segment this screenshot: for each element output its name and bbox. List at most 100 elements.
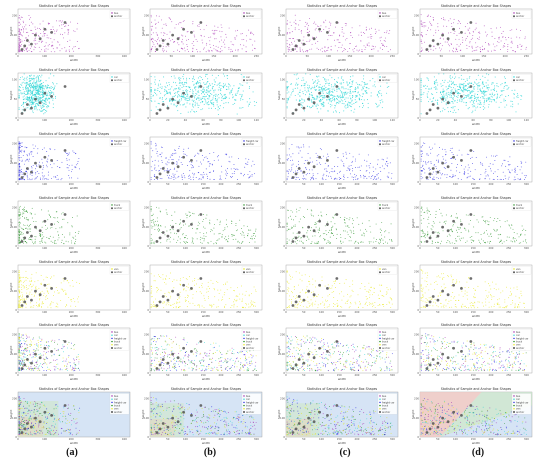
data-point-bus bbox=[330, 45, 332, 47]
data-point-freight-car bbox=[353, 176, 355, 178]
data-point-car bbox=[150, 99, 152, 102]
data-point-freight-car bbox=[68, 169, 70, 171]
data-point-bus bbox=[492, 43, 494, 45]
data-point-bus bbox=[299, 47, 301, 49]
anchor-point bbox=[30, 234, 33, 238]
data-point-car bbox=[327, 110, 329, 112]
data-point-truck bbox=[231, 233, 232, 235]
data-point-bus bbox=[31, 51, 33, 53]
data-point-car bbox=[31, 78, 33, 80]
data-point-freight-car bbox=[445, 151, 447, 153]
data-point-truck bbox=[155, 224, 157, 226]
data-point-car bbox=[452, 97, 454, 99]
data-point-car bbox=[454, 84, 456, 86]
data-point-car bbox=[444, 90, 446, 92]
data-point-car bbox=[517, 96, 519, 98]
data-point-bus bbox=[188, 51, 189, 52]
data-point-truck bbox=[23, 213, 25, 215]
data-point-bus bbox=[467, 35, 468, 37]
data-point-car bbox=[29, 80, 31, 82]
data-point-freight-car bbox=[56, 166, 58, 167]
data-point-freight-car bbox=[173, 179, 175, 180]
data-point-car bbox=[183, 97, 185, 99]
data-point-car bbox=[193, 99, 195, 101]
data-point-freight-car bbox=[295, 165, 297, 167]
data-point-car bbox=[216, 101, 218, 103]
data-point-car bbox=[231, 88, 234, 90]
data-point-car bbox=[150, 86, 152, 89]
data-point-freight-car bbox=[377, 173, 379, 175]
x-axis-label: width bbox=[202, 58, 210, 62]
data-point-freight-car bbox=[324, 162, 326, 164]
data-point-truck bbox=[170, 236, 171, 238]
data-point-car bbox=[323, 97, 325, 99]
data-point-car bbox=[380, 85, 382, 87]
data-point-car bbox=[513, 93, 515, 95]
data-point-car bbox=[164, 94, 166, 96]
data-point-car bbox=[366, 87, 368, 89]
panel-title: Statistics of Sample and Anchor Box Shap… bbox=[171, 4, 242, 8]
panel-title: Statistics of Sample and Anchor Box Shap… bbox=[441, 4, 512, 8]
legend-label: freight car bbox=[114, 140, 126, 143]
data-point-car bbox=[337, 95, 339, 97]
data-point-bus bbox=[460, 43, 461, 45]
data-point-car bbox=[186, 93, 188, 95]
data-point-car bbox=[337, 88, 339, 90]
data-point-bus bbox=[494, 46, 496, 48]
data-point-freight-car bbox=[20, 172, 22, 174]
x-tick-label: 250 bbox=[236, 182, 241, 186]
data-point-truck bbox=[293, 237, 295, 239]
data-point-car bbox=[315, 105, 317, 108]
data-point-car bbox=[420, 99, 422, 101]
data-point-bus bbox=[420, 41, 422, 43]
x-axis-label: width bbox=[472, 58, 480, 62]
data-point-truck bbox=[329, 236, 331, 238]
data-point-freight-car bbox=[18, 173, 20, 175]
data-point-car bbox=[329, 91, 331, 93]
data-point-bus bbox=[491, 35, 493, 37]
legend-label: anchor bbox=[382, 15, 390, 18]
data-point-car bbox=[30, 97, 32, 99]
data-point-car bbox=[26, 98, 28, 100]
y-tick-label: 200 bbox=[280, 142, 285, 146]
data-point-car bbox=[386, 86, 388, 88]
data-point-car bbox=[198, 104, 200, 106]
data-point-truck bbox=[20, 222, 22, 224]
data-point-car bbox=[380, 93, 382, 95]
data-point-freight-car bbox=[23, 150, 25, 152]
anchor-point bbox=[63, 21, 67, 24]
data-point-truck bbox=[213, 243, 215, 245]
anchor-point bbox=[38, 229, 42, 233]
data-point-freight-car bbox=[425, 162, 427, 164]
data-point-car bbox=[25, 107, 27, 109]
data-point-bus bbox=[251, 44, 253, 46]
data-point-bus bbox=[364, 49, 366, 50]
data-point-truck bbox=[23, 224, 24, 226]
data-point-freight-car bbox=[348, 168, 350, 170]
data-point-freight-car bbox=[158, 170, 160, 172]
data-point-freight-car bbox=[231, 176, 233, 178]
data-point-truck bbox=[218, 238, 220, 240]
data-point-freight-car bbox=[302, 178, 304, 180]
data-point-truck bbox=[226, 239, 228, 240]
data-point-car bbox=[331, 104, 333, 106]
data-point-bus bbox=[44, 35, 46, 37]
data-point-freight-car bbox=[181, 157, 183, 158]
data-point-car bbox=[450, 96, 452, 98]
data-point-car bbox=[28, 101, 31, 103]
data-point-bus bbox=[44, 50, 45, 52]
data-point-car bbox=[330, 100, 332, 102]
data-point-truck bbox=[340, 243, 342, 245]
data-point-car bbox=[447, 81, 449, 83]
data-point-freight-car bbox=[480, 161, 482, 163]
data-point-car bbox=[179, 88, 181, 90]
data-point-bus bbox=[318, 49, 320, 50]
data-point-car bbox=[373, 84, 375, 86]
data-point-freight-car bbox=[174, 173, 176, 175]
data-point-bus bbox=[151, 28, 153, 30]
data-point-freight-car bbox=[155, 148, 157, 150]
data-point-truck bbox=[290, 226, 292, 228]
data-point-truck bbox=[151, 215, 153, 217]
data-point-car bbox=[25, 97, 27, 99]
data-point-car bbox=[326, 92, 328, 94]
